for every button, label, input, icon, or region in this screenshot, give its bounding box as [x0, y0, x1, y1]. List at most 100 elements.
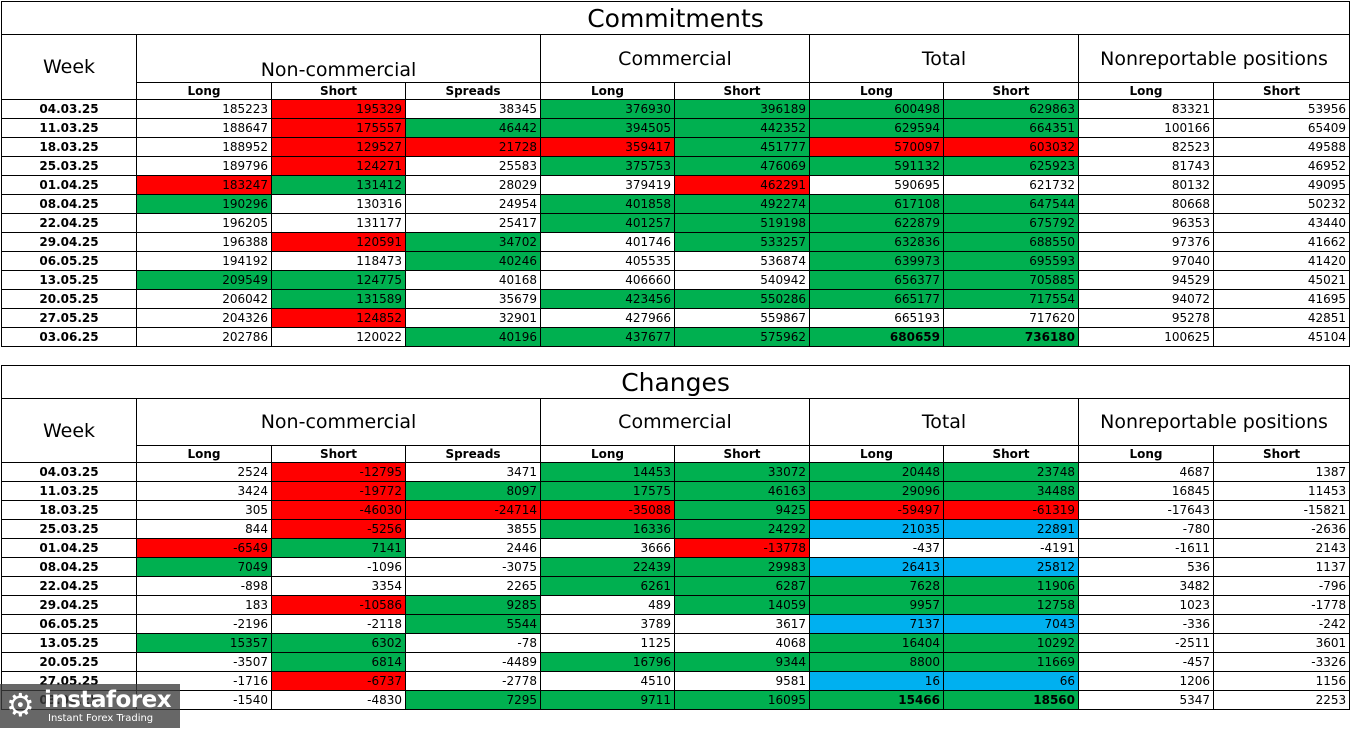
value-cell: 2143 — [1212, 538, 1350, 558]
value-cell: 20448 — [809, 462, 944, 482]
value-cell: 7049 — [136, 557, 272, 577]
subheader-cell: Spreads — [405, 82, 541, 100]
nonreportable-header: Nonreportable positions — [1077, 398, 1350, 446]
value-cell: 202786 — [136, 327, 272, 347]
value-cell: -2778 — [405, 671, 541, 691]
value-cell: 519198 — [674, 213, 810, 233]
week-cell: 06.05.25 — [1, 251, 137, 271]
table-row: 06.05.25 194192 118473 40246 405535 536874 639… — [1, 251, 1350, 271]
value-cell: -35088 — [540, 500, 675, 520]
commitments-body: 04.03.25 185223 195329 38345 376930 396189 600… — [1, 99, 1350, 347]
subheader-cell: Short — [1212, 445, 1350, 463]
value-cell: -4830 — [271, 690, 406, 710]
value-cell: 3482 — [1078, 576, 1214, 596]
value-cell: 28029 — [405, 175, 541, 195]
value-cell: -5256 — [271, 519, 406, 539]
value-cell: 7295 — [405, 690, 541, 710]
value-cell: 2265 — [405, 576, 541, 596]
value-cell: 427966 — [540, 308, 675, 328]
value-cell: 46952 — [1212, 156, 1350, 176]
logo-brand: instaforex — [44, 687, 172, 713]
value-cell: 131177 — [271, 213, 406, 233]
value-cell: 25812 — [943, 557, 1079, 577]
value-cell: 2524 — [136, 462, 272, 482]
value-cell: 2446 — [405, 538, 541, 558]
value-cell: 3354 — [271, 576, 406, 596]
value-cell: -24714 — [405, 500, 541, 520]
value-cell: 6302 — [271, 633, 406, 653]
value-cell: 664351 — [943, 118, 1079, 138]
value-cell: 124775 — [271, 270, 406, 290]
value-cell: 688550 — [943, 232, 1079, 252]
value-cell: 9285 — [405, 595, 541, 615]
value-cell: 705885 — [943, 270, 1079, 290]
value-cell: 6287 — [674, 576, 810, 596]
value-cell: 26413 — [809, 557, 944, 577]
value-cell: 3789 — [540, 614, 675, 634]
value-cell: 401858 — [540, 194, 675, 214]
value-cell: 94529 — [1078, 270, 1214, 290]
value-cell: 536874 — [674, 251, 810, 271]
value-cell: 33072 — [674, 462, 810, 482]
value-cell: 492274 — [674, 194, 810, 214]
value-cell: 656377 — [809, 270, 944, 290]
value-cell: 194192 — [136, 251, 272, 271]
value-cell: 15357 — [136, 633, 272, 653]
week-cell: 08.04.25 — [1, 194, 137, 214]
value-cell: -2118 — [271, 614, 406, 634]
value-cell: 11669 — [943, 652, 1079, 672]
value-cell: 22439 — [540, 557, 675, 577]
value-cell: 11453 — [1212, 481, 1350, 501]
value-cell: 17575 — [540, 481, 675, 501]
value-cell: 81743 — [1078, 156, 1214, 176]
value-cell: 183247 — [136, 175, 272, 195]
value-cell: 2253 — [1212, 690, 1350, 710]
value-cell: 625923 — [943, 156, 1079, 176]
value-cell: 442352 — [674, 118, 810, 138]
table-row: 25.03.25 844 -5256 3855 16336 24292 21035 22891… — [1, 519, 1350, 539]
value-cell: 489 — [540, 595, 675, 615]
value-cell: 46442 — [405, 118, 541, 138]
value-cell: 844 — [136, 519, 272, 539]
value-cell: 94072 — [1078, 289, 1214, 309]
logo-tagline: Instant Forex Trading — [48, 713, 154, 724]
value-cell: 10292 — [943, 633, 1079, 653]
value-cell: 21035 — [809, 519, 944, 539]
week-cell: 11.03.25 — [1, 118, 137, 138]
subheader-cell: Long — [136, 82, 272, 100]
week-cell: 25.03.25 — [1, 519, 137, 539]
table-row: 22.04.25 -898 3354 2265 6261 6287 7628 11906 348… — [1, 576, 1350, 596]
week-header: Week — [1, 398, 137, 463]
table-row: 29.04.25 183 -10586 9285 489 14059 9957 12758 10… — [1, 595, 1350, 615]
value-cell: -12795 — [271, 462, 406, 482]
value-cell: 603032 — [943, 137, 1079, 157]
value-cell: 717620 — [943, 308, 1079, 328]
value-cell: 1023 — [1078, 595, 1214, 615]
value-cell: -898 — [136, 576, 272, 596]
value-cell: 4510 — [540, 671, 675, 691]
value-cell: 396189 — [674, 99, 810, 119]
value-cell: 600498 — [809, 99, 944, 119]
value-cell: 42851 — [1212, 308, 1350, 328]
value-cell: 1206 — [1078, 671, 1214, 691]
table-row: 29.04.25 196388 120591 34702 401746 533257 632… — [1, 232, 1350, 252]
value-cell: 183 — [136, 595, 272, 615]
commercial-header: Commercial — [540, 34, 810, 83]
week-cell: 03.06.25 — [1, 327, 137, 347]
value-cell: 639973 — [809, 251, 944, 271]
value-cell: 80668 — [1078, 194, 1214, 214]
table-row: 20.05.25 206042 131589 35679 423456 550286 665… — [1, 289, 1350, 309]
value-cell: 130316 — [271, 194, 406, 214]
value-cell: 695593 — [943, 251, 1079, 271]
table-row: 25.03.25 189796 124271 25583 375753 476069 591… — [1, 156, 1350, 176]
value-cell: 559867 — [674, 308, 810, 328]
changes-title: Changes — [0, 365, 1350, 399]
value-cell: 124852 — [271, 308, 406, 328]
table-row: 01.04.25 -6549 7141 2446 3666 -13778 -437 -4191… — [1, 538, 1350, 558]
subheader-cell: Long — [809, 445, 944, 463]
value-cell: 570097 — [809, 137, 944, 157]
instaforex-logo: ⚙ instaforex Instant Forex Trading — [0, 684, 180, 728]
value-cell: 5544 — [405, 614, 541, 634]
week-header: Week — [1, 34, 137, 100]
value-cell: 206042 — [136, 289, 272, 309]
